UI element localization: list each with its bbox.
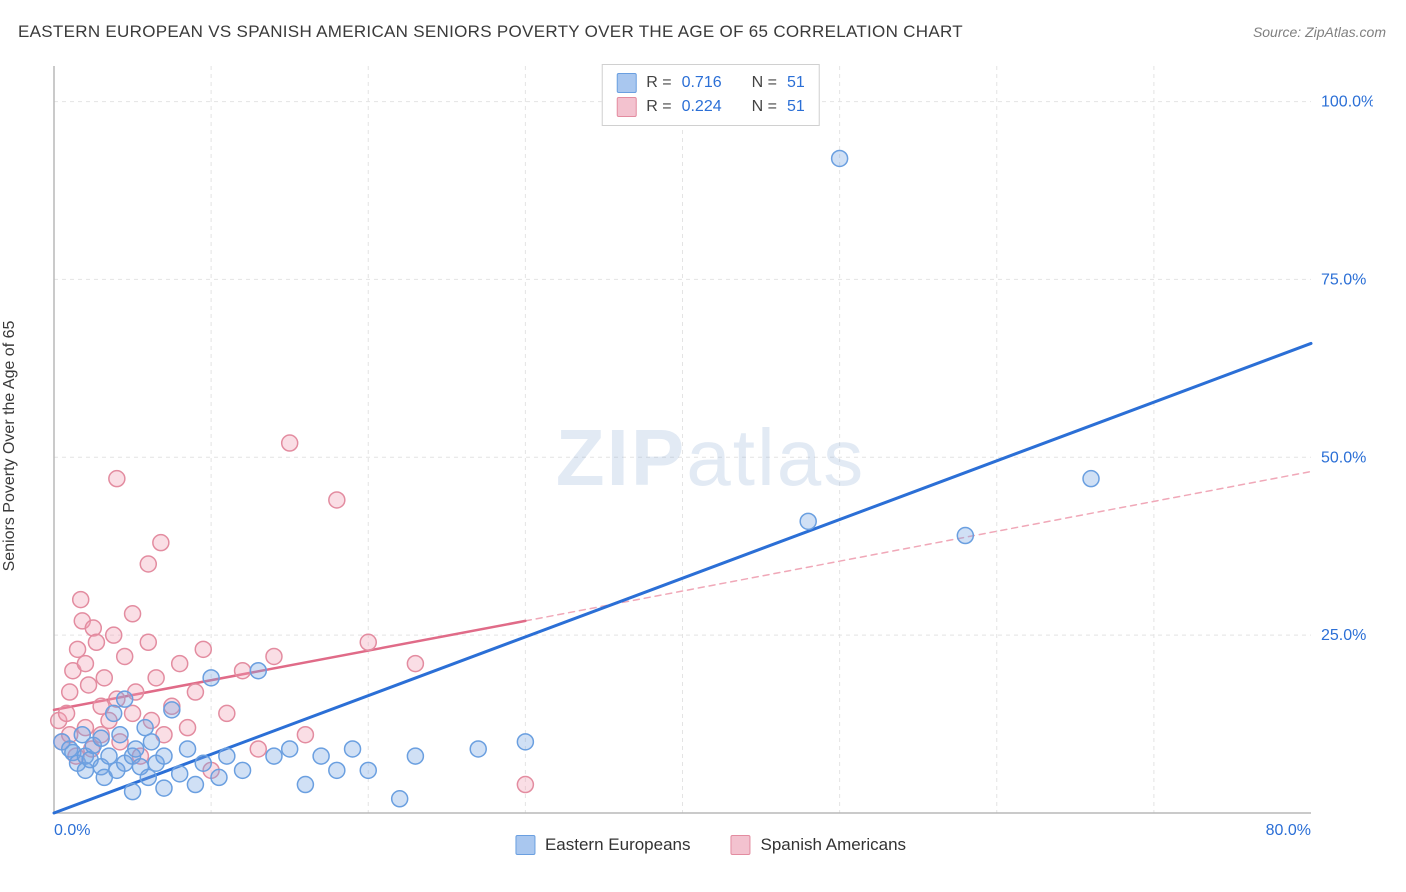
r-value-2: 0.224 xyxy=(682,98,722,116)
scatter-plot: 25.0% 50.0% 75.0% 100.0% 0.0% 80.0% xyxy=(48,60,1373,855)
n-label: N = xyxy=(752,74,777,92)
legend-series: Eastern Europeans Spanish Americans xyxy=(515,835,906,855)
legend-label-1: Eastern Europeans xyxy=(545,835,691,855)
svg-text:100.0%: 100.0% xyxy=(1321,94,1373,111)
svg-text:50.0%: 50.0% xyxy=(1321,449,1366,466)
legend-row-2: R = 0.224 N = 51 xyxy=(616,95,805,119)
legend-correlation: R = 0.716 N = 51 R = 0.224 N = 51 xyxy=(601,64,820,126)
swatch-series-2 xyxy=(731,835,751,855)
n-value-2: 51 xyxy=(787,98,805,116)
chart-title: EASTERN EUROPEAN VS SPANISH AMERICAN SEN… xyxy=(18,22,963,42)
legend-row-1: R = 0.716 N = 51 xyxy=(616,71,805,95)
svg-text:0.0%: 0.0% xyxy=(54,822,90,839)
legend-item-1: Eastern Europeans xyxy=(515,835,691,855)
legend-item-2: Spanish Americans xyxy=(731,835,907,855)
swatch-series-1 xyxy=(515,835,535,855)
svg-text:75.0%: 75.0% xyxy=(1321,271,1366,288)
legend-label-2: Spanish Americans xyxy=(761,835,907,855)
source-label: Source: ZipAtlas.com xyxy=(1253,24,1386,40)
r-label: R = xyxy=(646,98,671,116)
svg-text:80.0%: 80.0% xyxy=(1266,822,1311,839)
r-value-1: 0.716 xyxy=(682,74,722,92)
n-value-1: 51 xyxy=(787,74,805,92)
chart-area: 25.0%50.0%75.0%100.0%0.0%80.0% ZIPatlas … xyxy=(48,60,1373,855)
swatch-series-1 xyxy=(616,73,636,93)
n-label: N = xyxy=(752,98,777,116)
r-label: R = xyxy=(646,74,671,92)
header: EASTERN EUROPEAN VS SPANISH AMERICAN SEN… xyxy=(18,22,1386,42)
y-axis-label: Seniors Poverty Over the Age of 65 xyxy=(1,321,19,572)
svg-text:25.0%: 25.0% xyxy=(1321,627,1366,644)
swatch-series-2 xyxy=(616,97,636,117)
